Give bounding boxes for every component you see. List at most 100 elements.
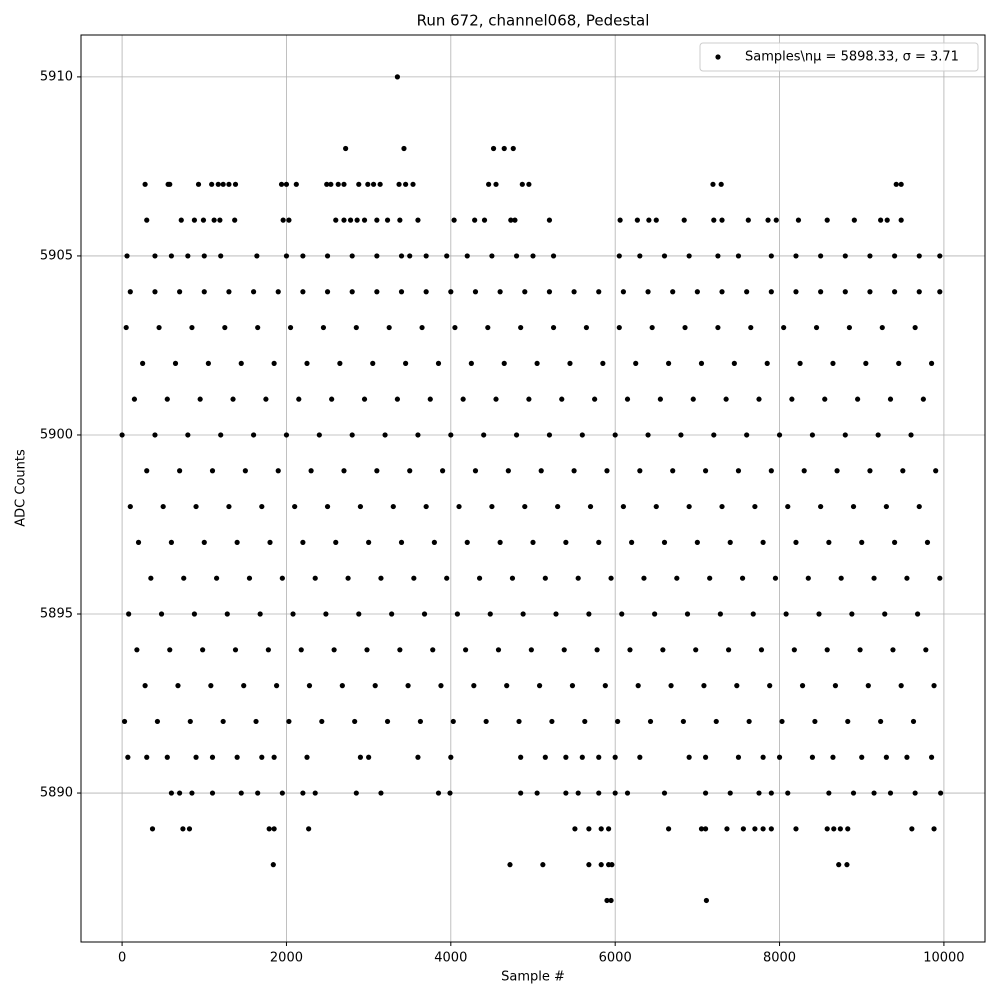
point bbox=[783, 611, 789, 617]
point bbox=[208, 683, 214, 689]
point bbox=[682, 324, 688, 331]
point bbox=[495, 647, 502, 653]
point bbox=[220, 718, 226, 725]
point bbox=[579, 754, 585, 760]
point bbox=[489, 503, 495, 510]
point bbox=[776, 432, 783, 438]
point bbox=[768, 289, 774, 295]
point bbox=[156, 324, 162, 331]
point bbox=[250, 432, 257, 438]
point bbox=[419, 324, 425, 331]
point bbox=[366, 539, 372, 545]
point bbox=[830, 360, 836, 366]
point bbox=[594, 647, 600, 653]
point bbox=[845, 718, 851, 725]
point bbox=[352, 718, 358, 725]
point bbox=[308, 468, 314, 474]
point bbox=[637, 253, 643, 259]
point bbox=[812, 718, 818, 725]
point bbox=[845, 826, 851, 832]
point bbox=[354, 217, 360, 223]
point bbox=[312, 790, 318, 796]
point bbox=[653, 503, 659, 510]
point bbox=[427, 396, 433, 402]
point bbox=[234, 539, 240, 545]
point bbox=[140, 360, 146, 366]
point bbox=[723, 396, 729, 402]
point bbox=[374, 468, 380, 474]
point bbox=[519, 181, 525, 187]
point bbox=[681, 217, 687, 223]
y-tick-label: 5910 bbox=[40, 69, 73, 84]
point bbox=[571, 468, 577, 474]
point bbox=[283, 432, 290, 438]
point bbox=[661, 790, 668, 796]
point bbox=[686, 253, 692, 259]
point bbox=[401, 145, 407, 152]
point bbox=[923, 647, 929, 653]
point bbox=[135, 539, 142, 545]
y-tick-label: 5905 bbox=[40, 248, 73, 263]
point bbox=[180, 826, 186, 832]
point bbox=[744, 432, 750, 438]
point bbox=[859, 539, 865, 545]
point bbox=[933, 468, 939, 474]
point bbox=[596, 754, 602, 760]
point bbox=[512, 217, 518, 223]
point bbox=[850, 503, 857, 510]
point bbox=[349, 432, 355, 438]
point bbox=[296, 396, 302, 402]
point bbox=[882, 611, 888, 617]
point bbox=[238, 360, 244, 366]
point bbox=[717, 611, 723, 617]
point bbox=[193, 503, 199, 510]
point bbox=[493, 181, 499, 187]
point bbox=[306, 683, 313, 689]
y-tick-label: 5890 bbox=[40, 786, 73, 801]
point bbox=[513, 253, 520, 259]
point bbox=[361, 396, 368, 402]
point bbox=[177, 790, 183, 796]
point bbox=[760, 754, 766, 760]
point bbox=[438, 683, 444, 689]
point bbox=[366, 754, 372, 760]
point bbox=[900, 468, 906, 474]
point bbox=[232, 217, 238, 223]
point bbox=[526, 396, 532, 402]
point bbox=[875, 432, 881, 438]
point bbox=[579, 432, 585, 438]
point bbox=[144, 217, 150, 223]
x-tick-label: 10000 bbox=[923, 951, 964, 966]
point bbox=[300, 539, 306, 545]
point bbox=[472, 468, 479, 474]
point bbox=[158, 611, 165, 617]
point bbox=[616, 324, 622, 331]
point bbox=[563, 539, 569, 545]
point bbox=[209, 790, 216, 796]
point bbox=[300, 289, 306, 295]
point bbox=[779, 718, 785, 725]
point bbox=[587, 503, 594, 510]
point bbox=[403, 181, 409, 187]
point bbox=[374, 289, 380, 295]
point bbox=[374, 253, 380, 259]
point bbox=[878, 718, 884, 725]
point bbox=[415, 754, 421, 760]
point bbox=[497, 539, 503, 545]
point bbox=[518, 790, 524, 796]
point bbox=[765, 217, 771, 223]
point bbox=[167, 181, 173, 187]
point bbox=[604, 897, 610, 904]
point bbox=[167, 647, 173, 653]
point bbox=[844, 862, 850, 868]
point bbox=[398, 253, 405, 259]
point bbox=[341, 217, 347, 223]
point bbox=[571, 289, 577, 295]
point bbox=[410, 181, 416, 187]
point bbox=[200, 647, 206, 653]
point bbox=[481, 432, 487, 438]
point bbox=[259, 754, 265, 760]
point bbox=[748, 324, 754, 331]
point bbox=[916, 253, 922, 259]
point bbox=[567, 360, 573, 366]
